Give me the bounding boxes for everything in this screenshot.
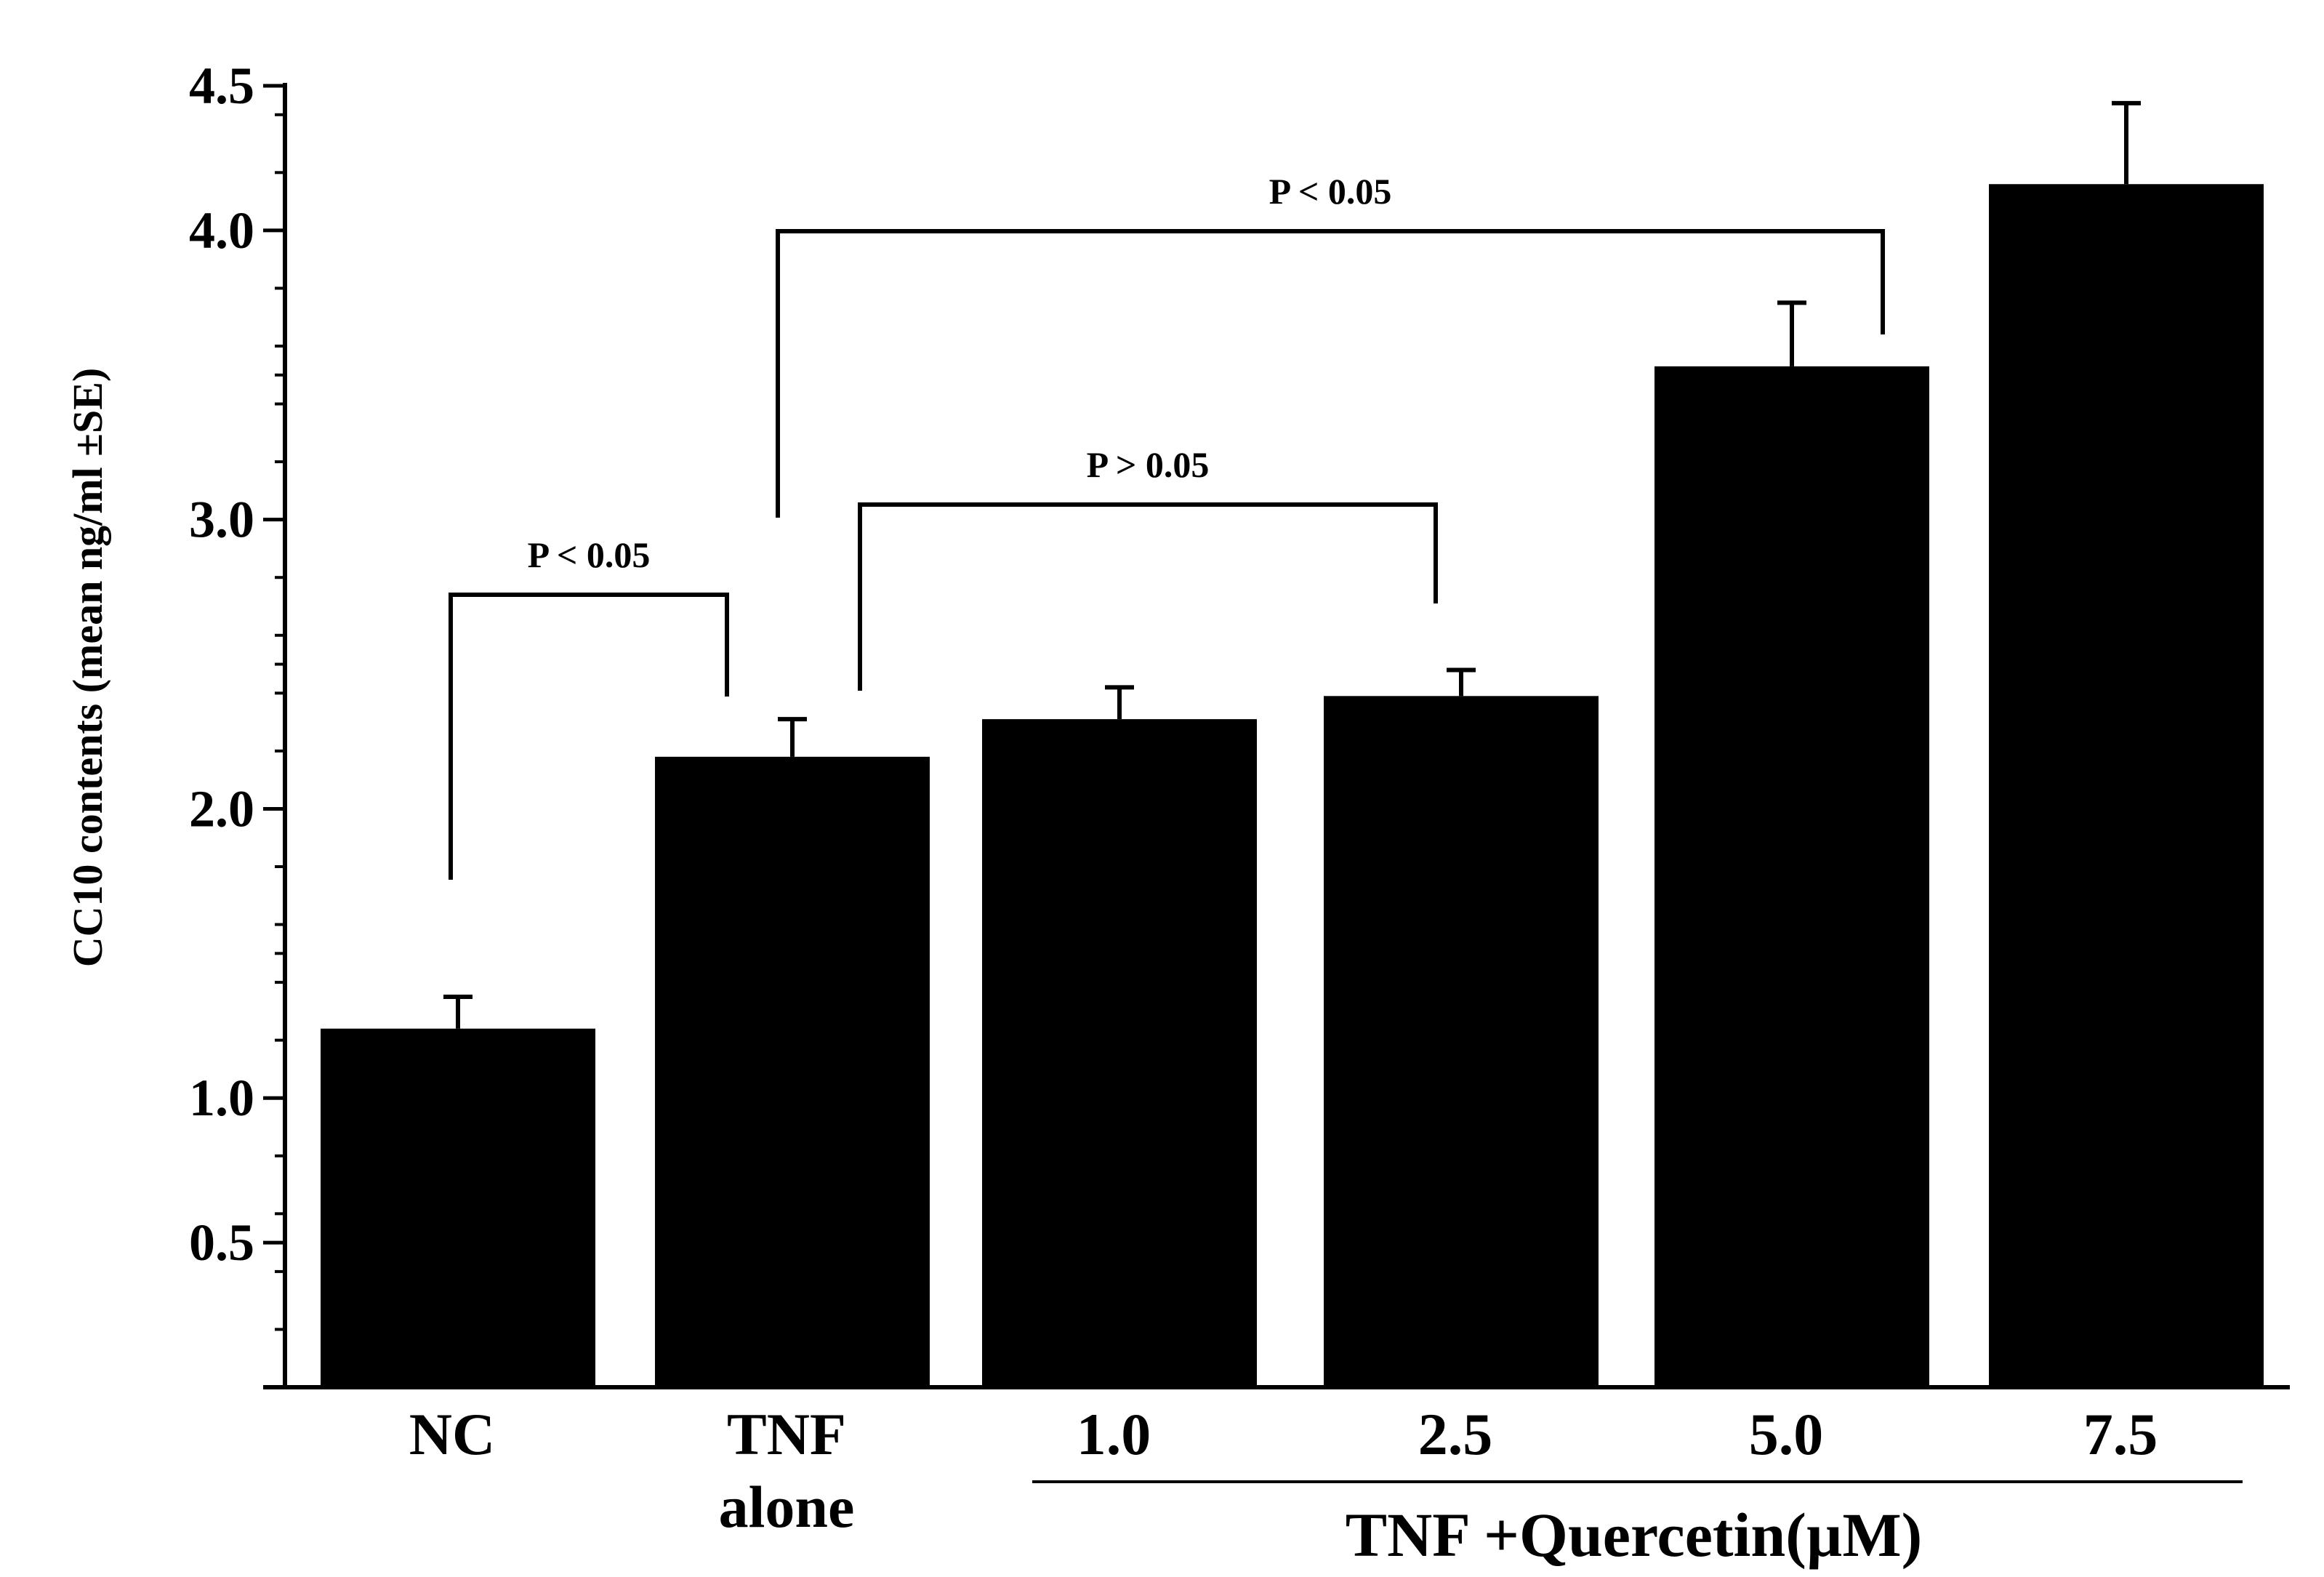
x-tick-label: 7.5 [2083,1401,2158,1467]
x-tick-labels-group: NC TNF alone 1.0 2.5 5.0 7.5 [409,1401,2158,1540]
significance-bracket [858,502,1438,691]
x-tick-label: alone [719,1474,855,1540]
y-axis-title: CC10 contents (mean ng/ml ±SE) [64,368,111,968]
y-tick-label: 0.5 [189,1213,254,1272]
bar [1654,366,1929,1387]
significance-bracket [776,229,1885,518]
error-bars-group [443,100,2141,1029]
significance-brackets-group: P < 0.05 P > 0.05 P < 0.05 [449,171,1885,880]
x-tick-label: 5.0 [1749,1401,1824,1467]
y-tick-label: 1.0 [189,1069,254,1127]
significance-bracket [449,593,729,880]
bar [655,756,930,1387]
y-tick-label: 4.0 [189,201,254,260]
significance-label: P > 0.05 [1087,444,1210,485]
x-tick-label: TNF [727,1401,846,1467]
bar [982,719,1257,1387]
x-tick-label: NC [409,1401,495,1467]
x-tick-label: 1.0 [1077,1401,1151,1467]
bar [1324,696,1599,1387]
y-tick-label: 3.0 [189,491,254,549]
bars-group [321,184,2264,1388]
y-tick-label: 4.5 [189,57,254,115]
significance-label: P < 0.05 [528,534,651,575]
y-ticks-group: 0.5 1.0 2.0 3.0 4.0 4.5 [189,57,285,1331]
bar [1989,184,2264,1388]
group-label: TNF +Quercetin(µM) [1346,1500,1923,1570]
y-tick-label: 2.0 [189,779,254,838]
significance-label: P < 0.05 [1269,171,1392,212]
bar [321,1028,595,1387]
axes-group [263,83,2290,1389]
x-tick-label: 2.5 [1418,1401,1493,1467]
